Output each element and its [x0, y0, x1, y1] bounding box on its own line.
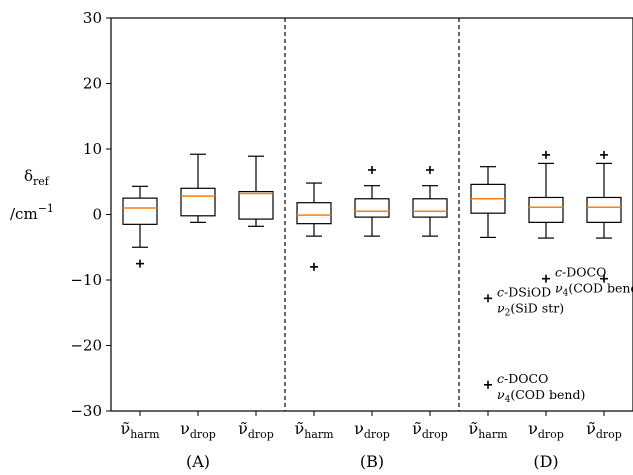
outlier-annotation: c-DSiOD — [497, 284, 551, 299]
y-tick-label: 10 — [83, 140, 102, 158]
y-axis-label: δref /cm−1 — [10, 167, 54, 223]
y-axis-label-unit: /cm — [10, 205, 38, 223]
x-tick-label: ν̃harm — [294, 419, 334, 441]
group-label: (B) — [360, 452, 384, 471]
y-tick-label: −30 — [70, 402, 102, 420]
y-tick-label: 0 — [92, 206, 102, 224]
y-axis-label-superscript: −1 — [38, 202, 54, 215]
outlier-annotation: ν4(COD bend) — [497, 387, 585, 405]
group-label: (A) — [186, 452, 210, 471]
y-tick-label: −10 — [70, 271, 102, 289]
x-tick-label: νdrop — [180, 419, 216, 441]
x-tick-label: ν̃drop — [238, 419, 274, 441]
outlier-annotation: c-DOCO — [555, 265, 606, 280]
y-tick-label: 30 — [83, 9, 102, 27]
svg-text:/cm−1: /cm−1 — [10, 202, 54, 223]
outlier-annotation: ν2(SiD str) — [497, 300, 564, 318]
box — [528, 196, 564, 223]
outlier-annotation: ν4(COD bend) — [555, 281, 633, 299]
x-tick-label: νdrop — [528, 419, 564, 441]
box — [122, 197, 158, 225]
y-tick-label: 20 — [83, 75, 102, 93]
box — [586, 196, 622, 223]
group-label: (D) — [533, 452, 558, 471]
x-tick-label: ν̃drop — [586, 419, 622, 441]
svg-text:δref: δref — [24, 167, 50, 188]
box — [238, 190, 274, 220]
x-tick-label: ν̃drop — [412, 419, 448, 441]
box — [180, 187, 216, 217]
x-tick-label: ν̃harm — [468, 419, 508, 441]
outlier-annotation: c-DOCO — [497, 371, 548, 386]
plot-frame — [110, 17, 633, 412]
plot-area: −30 −20 −10 0 10 20 30 ν̃harm νdrop ν̃drop (A) ν̃ha… — [70, 9, 633, 471]
box — [354, 198, 390, 218]
box — [296, 202, 332, 225]
box — [412, 198, 448, 218]
y-axis-label-symbol: δ — [24, 167, 33, 185]
x-tick-label: νdrop — [354, 419, 390, 441]
x-tick-label: ν̃harm — [120, 419, 160, 441]
y-tick-label: −20 — [70, 337, 102, 355]
y-axis-label-subscript: ref — [33, 175, 50, 188]
